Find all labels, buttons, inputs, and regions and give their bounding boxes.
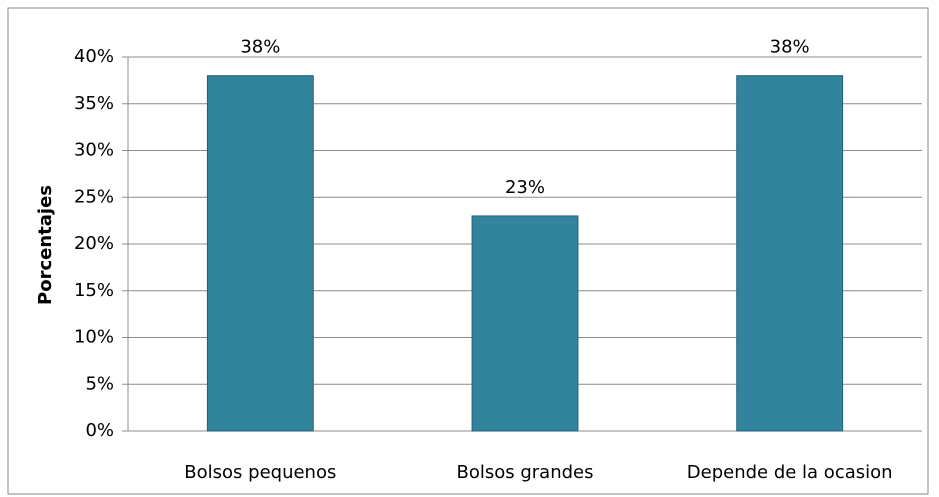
value-label: 23% [505,177,545,198]
y-tick-label: 30% [74,140,114,161]
value-label: 38% [240,37,280,58]
y-tick-label: 20% [74,233,114,254]
x-tick-label: Bolsos pequenos [184,462,336,483]
y-tick-label: 10% [74,327,114,348]
y-tick-label: 35% [74,93,114,114]
y-tick-label: 40% [74,46,114,67]
value-label: 38% [770,37,810,58]
y-tick-label: 5% [85,373,114,394]
y-tick-label: 0% [85,420,114,441]
bar [471,215,579,432]
y-tick-label: 25% [74,186,114,207]
bar [736,75,844,432]
x-tick-label: Bolsos grandes [457,462,594,483]
x-tick-label: Depende de la ocasion [687,462,893,483]
y-tick-label: 15% [74,280,114,301]
y-axis-title: Porcentajes [35,185,56,305]
bar [206,75,314,432]
